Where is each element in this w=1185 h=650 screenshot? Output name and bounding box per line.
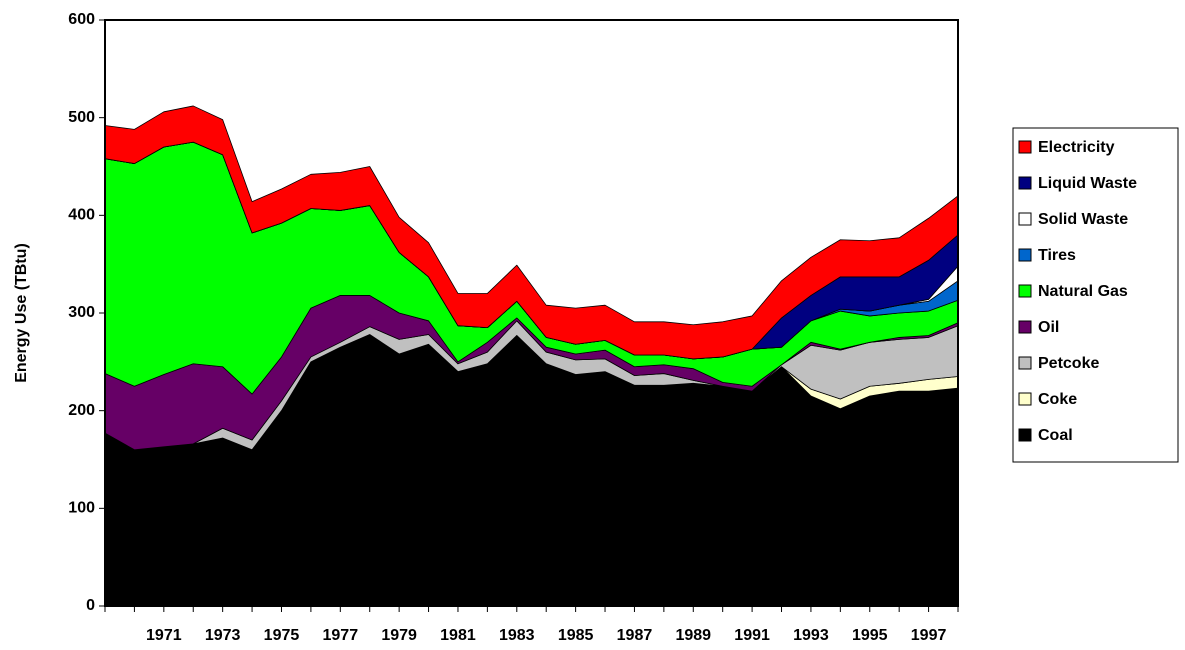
x-tick-label: 1985 [558,627,594,644]
legend-swatch [1018,428,1032,442]
x-tick-label: 1989 [675,627,711,644]
y-tick-label: 600 [68,11,95,28]
legend-swatch [1018,176,1032,190]
x-tick-label: 1987 [617,627,653,644]
legend-box [1012,127,1179,463]
legend-swatch [1018,320,1032,334]
y-tick-label: 0 [86,597,95,614]
y-tick-label: 500 [68,109,95,126]
legend-swatch [1018,392,1032,406]
legend-swatch [1018,284,1032,298]
x-tick-label: 1983 [499,627,535,644]
x-tick-label: 1975 [264,627,300,644]
x-tick-label: 1973 [205,627,241,644]
x-tick-label: 1995 [852,627,888,644]
legend-label: Coal [1038,427,1073,444]
legend-label: Tires [1038,247,1076,264]
x-tick-label: 1979 [381,627,417,644]
legend-swatch [1018,212,1032,226]
legend-label: Petcoke [1038,355,1099,372]
y-tick-label: 300 [68,304,95,321]
x-tick-label: 1971 [146,627,182,644]
y-tick-label: 200 [68,402,95,419]
legend-label: Solid Waste [1038,211,1128,228]
x-tick-label: 1991 [734,627,770,644]
legend-swatch [1018,140,1032,154]
legend-label: Oil [1038,319,1059,336]
x-tick-label: 1977 [323,627,359,644]
legend-swatch [1018,248,1032,262]
x-tick-label: 1997 [911,627,947,644]
y-axis-title: Energy Use (TBtu) [13,243,30,383]
legend-swatch [1018,356,1032,370]
legend-label: Liquid Waste [1038,175,1137,192]
legend-label: Coke [1038,391,1077,408]
x-tick-label: 1993 [793,627,829,644]
legend-label: Natural Gas [1038,283,1128,300]
x-tick-label: 1981 [440,627,476,644]
y-tick-label: 100 [68,500,95,517]
legend-label: Electricity [1038,139,1115,156]
y-tick-label: 400 [68,207,95,224]
